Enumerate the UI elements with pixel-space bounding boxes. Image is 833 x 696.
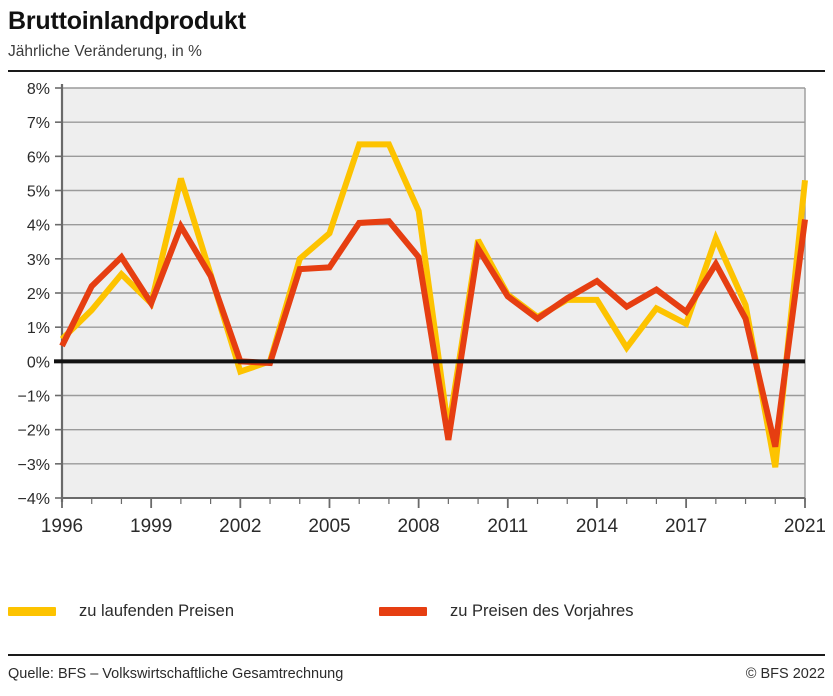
source-note: Quelle: BFS – Volkswirtschaftliche Gesam…: [8, 666, 344, 682]
y-gridlines: [62, 87, 805, 499]
chart-legend: zu laufenden Preisen zu Preisen des Vorj…: [8, 594, 633, 628]
x-tick-label: 2002: [219, 516, 261, 537]
y-tick-label: −3%: [18, 457, 50, 474]
y-tick-label: 2%: [27, 286, 50, 303]
legend-swatch-laufende-preise: [8, 606, 56, 616]
y-tick-label: −2%: [18, 423, 50, 440]
page-subtitle: Jährliche Veränderung, in %: [8, 43, 202, 60]
y-tick-label: 6%: [27, 149, 50, 166]
y-tick-label: 5%: [27, 184, 50, 201]
footer-divider: [8, 654, 825, 656]
y-tick-label: 1%: [27, 320, 50, 337]
x-tick-label: 2008: [397, 516, 439, 537]
series-line-vorjahrespreise: [59, 218, 808, 448]
y-axis-ticks: 8% 7% 6% 5% 4% 3% 2% 1% 0% −1% −2% −3% −4%: [18, 81, 62, 508]
x-axis-ticks: 1996 1999 2002 2005 2008 2011 2014 2017 2021: [41, 498, 825, 537]
x-tick-label: 2021: [784, 516, 825, 537]
legend-item-vorjahrespreise: zu Preisen des Vorjahres: [379, 602, 633, 621]
x-tick-label: 1999: [130, 516, 172, 537]
y-tick-label: 8%: [27, 81, 50, 98]
legend-label-vorjahrespreise: zu Preisen des Vorjahres: [450, 601, 634, 620]
y-tick-label: 3%: [27, 252, 50, 269]
legend-label-laufende-preise: zu laufenden Preisen: [79, 601, 235, 620]
y-tick-label: −1%: [18, 389, 50, 406]
y-tick-label: 4%: [27, 218, 50, 235]
series-line-laufende-preise: [59, 141, 808, 468]
y-tick-label: 7%: [27, 115, 50, 132]
footer: Quelle: BFS – Volkswirtschaftliche Gesam…: [8, 666, 825, 682]
page-title: Bruttoinlandprodukt: [8, 7, 246, 35]
header-divider: [8, 70, 825, 72]
x-tick-label: 2011: [487, 516, 528, 537]
legend-swatch-vorjahrespreise: [379, 606, 428, 616]
chart-container: 8% 7% 6% 5% 4% 3% 2% 1% 0% −1% −2% −3% −4% 1996 1999 20…: [8, 80, 825, 550]
x-tick-label: 2005: [308, 516, 350, 537]
x-tick-label: 1996: [41, 516, 83, 537]
infographic-page: Bruttoinlandprodukt Jährliche Veränderun…: [0, 6, 833, 696]
y-tick-label: −4%: [18, 491, 50, 508]
copyright-note: © BFS 2022: [745, 666, 825, 682]
x-tick-label: 2017: [665, 516, 707, 537]
x-tick-label: 2014: [576, 516, 619, 537]
line-chart: 8% 7% 6% 5% 4% 3% 2% 1% 0% −1% −2% −3% −4% 1996 1999 20…: [18, 81, 825, 537]
legend-item-laufende-preise: zu laufenden Preisen: [8, 602, 234, 621]
y-tick-label: 0%: [27, 354, 50, 371]
